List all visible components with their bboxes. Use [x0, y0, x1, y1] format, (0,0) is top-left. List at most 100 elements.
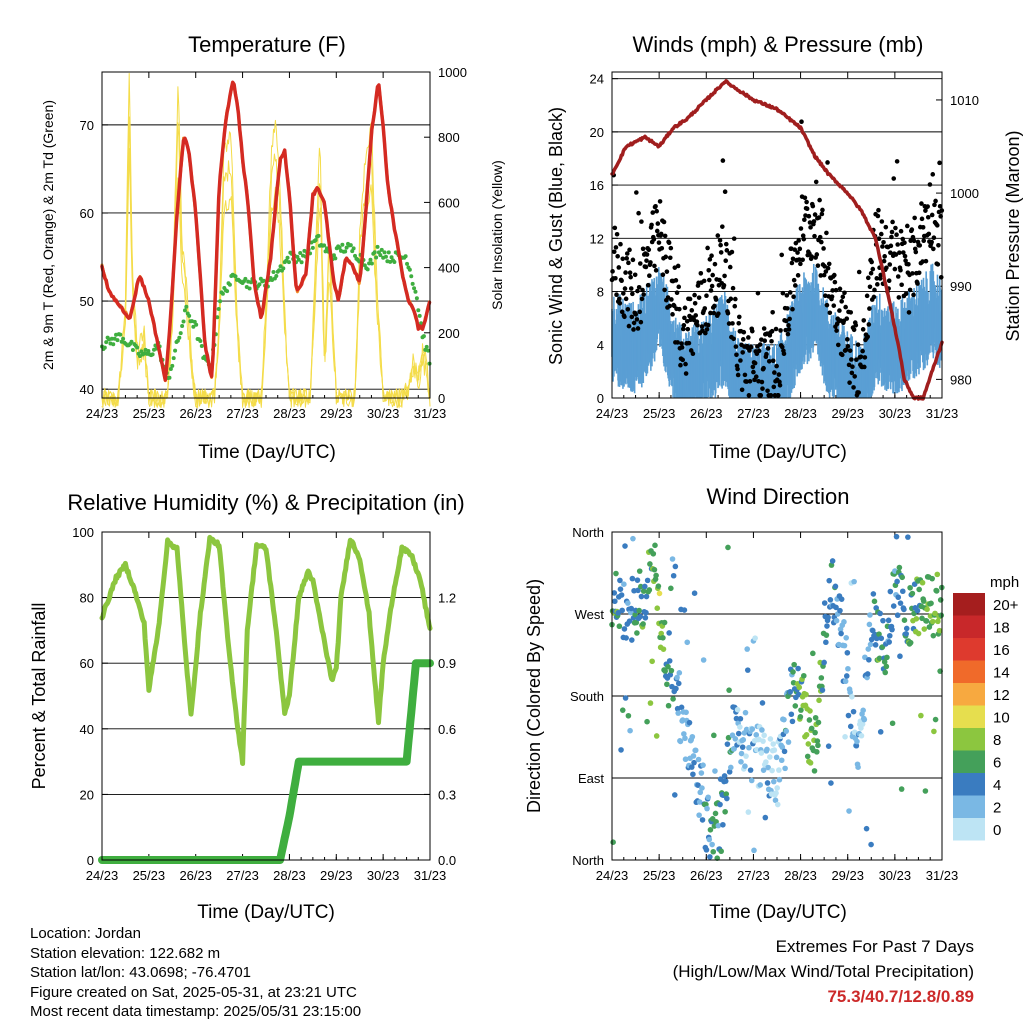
- gust-point: [933, 198, 938, 204]
- gust-point: [634, 190, 639, 195]
- direction-point: [760, 738, 766, 744]
- direction-point: [672, 563, 679, 570]
- direction-point: [691, 590, 698, 596]
- gust-point: [695, 322, 700, 328]
- extremes-subheading: (High/Low/Max Wind/Total Precipitation): [672, 962, 974, 981]
- direction-point: [632, 611, 638, 618]
- gust-point: [692, 300, 698, 306]
- direction-point: [924, 606, 930, 613]
- gust-point: [834, 328, 839, 333]
- direction-point: [884, 654, 890, 661]
- gust-point: [865, 334, 871, 340]
- direction-point: [867, 612, 873, 618]
- gust-point: [915, 281, 920, 286]
- direction-point: [867, 641, 874, 648]
- gust-point: [704, 327, 710, 332]
- dewpoint-point: [403, 254, 408, 259]
- gust-point: [701, 278, 707, 284]
- direction-point: [665, 702, 672, 709]
- legend-label: 20+: [993, 597, 1019, 614]
- direction-point: [718, 848, 724, 855]
- direction-point: [871, 598, 878, 605]
- y2-tick-label: 1000: [950, 186, 979, 201]
- gust-point: [704, 293, 709, 298]
- wind-direction-panel: Wind Direction NorthEastSouthWestNorth24…: [524, 484, 1019, 923]
- y2-tick-label: 0.0: [438, 853, 456, 868]
- dewpoint-point: [121, 336, 126, 341]
- direction-point: [833, 617, 840, 624]
- direction-point: [658, 630, 665, 637]
- gust-point: [706, 267, 712, 273]
- gust-point: [658, 231, 664, 237]
- dewpoint-point: [337, 245, 342, 250]
- gust-point: [875, 282, 880, 287]
- y-tick-label: 70: [80, 118, 94, 133]
- gust-point: [786, 323, 791, 328]
- dewpoint-point: [378, 253, 383, 258]
- direction-point: [733, 715, 740, 722]
- direction-point: [853, 742, 860, 749]
- direction-point: [771, 747, 778, 753]
- y-tick-label: 60: [80, 206, 94, 221]
- direction-point: [745, 809, 752, 815]
- direction-point: [819, 687, 826, 693]
- dewpoint-point: [178, 331, 183, 336]
- gust-point: [733, 344, 739, 349]
- gust-point: [686, 340, 692, 346]
- gust-point: [937, 160, 942, 166]
- gust-point: [849, 370, 855, 376]
- gust-point: [612, 225, 618, 231]
- dewpoint-point: [389, 255, 394, 260]
- gust-point: [665, 295, 671, 300]
- gust-point: [669, 297, 674, 302]
- direction-point: [769, 767, 775, 774]
- direction-point: [843, 635, 850, 641]
- gust-point: [802, 217, 807, 223]
- gust-point: [741, 329, 747, 335]
- gust-point: [879, 219, 885, 224]
- direction-point: [617, 577, 623, 584]
- gust-point: [872, 287, 877, 293]
- direction-point: [752, 635, 758, 641]
- direction-point: [690, 771, 696, 778]
- gust-point: [777, 379, 782, 385]
- gust-point: [676, 284, 682, 290]
- gust-point: [866, 322, 872, 327]
- gust-point: [619, 278, 624, 284]
- dewpoint-point: [175, 338, 180, 343]
- dewpoint-point: [274, 273, 279, 278]
- direction-point: [724, 741, 731, 747]
- dewpoint-point: [150, 352, 155, 357]
- gust-point: [848, 357, 854, 362]
- gust-point: [764, 351, 769, 357]
- direction-point: [855, 764, 861, 771]
- gust-point: [886, 278, 892, 284]
- direction-point: [838, 596, 845, 602]
- direction-point: [662, 668, 668, 674]
- gust-point: [746, 393, 752, 398]
- gust-point: [722, 189, 728, 195]
- direction-point: [655, 583, 662, 589]
- gust-point: [667, 303, 673, 309]
- legend-swatch: [953, 773, 985, 796]
- legend-label: 18: [993, 620, 1010, 637]
- direction-point: [918, 712, 924, 719]
- direction-point: [723, 791, 730, 797]
- gust-point: [898, 228, 904, 234]
- y-tick-label: 0: [597, 391, 604, 406]
- gust-point: [627, 247, 632, 253]
- gust-point: [884, 265, 889, 271]
- dewpoint-point: [184, 304, 189, 309]
- y2-tick-label: 400: [438, 261, 460, 276]
- y-tick-label: West: [575, 607, 605, 622]
- x-tick-label: 29/23: [320, 406, 353, 421]
- gust-point: [765, 346, 771, 351]
- gust-point: [893, 252, 899, 257]
- gust-point: [720, 224, 725, 229]
- gust-point: [889, 234, 894, 240]
- gust-point: [626, 260, 631, 266]
- direction-point: [842, 734, 848, 740]
- dewpoint-point: [146, 348, 151, 353]
- gust-point: [680, 357, 686, 363]
- y-tick-label: 0: [87, 853, 94, 868]
